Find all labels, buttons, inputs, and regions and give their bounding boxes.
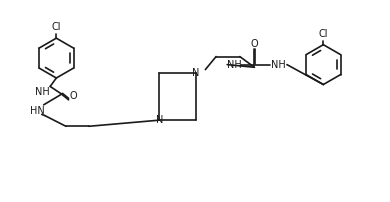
Text: Cl: Cl xyxy=(51,22,61,33)
Text: NH: NH xyxy=(227,60,241,70)
Text: Cl: Cl xyxy=(319,29,328,39)
Text: HN: HN xyxy=(30,106,44,116)
Text: O: O xyxy=(250,39,258,49)
Text: O: O xyxy=(69,91,77,101)
Text: N: N xyxy=(192,68,200,78)
Text: NH: NH xyxy=(271,60,286,70)
Text: N: N xyxy=(156,115,163,125)
Text: NH: NH xyxy=(35,87,50,97)
